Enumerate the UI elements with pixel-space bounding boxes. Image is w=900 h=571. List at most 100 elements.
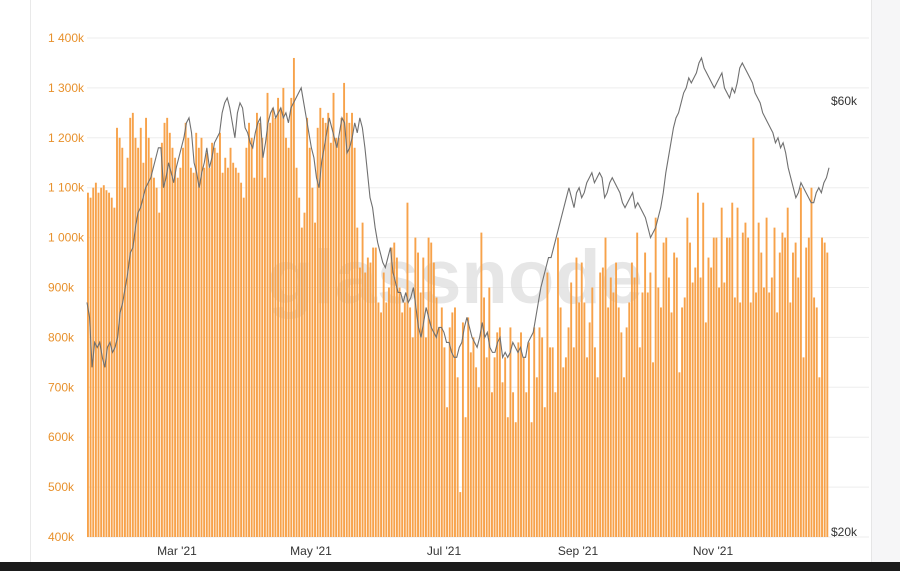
bar (501, 382, 504, 537)
bar (720, 207, 723, 537)
bar (150, 157, 153, 537)
bar (472, 337, 475, 537)
bar (171, 147, 174, 537)
bar (794, 242, 797, 537)
bar (512, 392, 515, 537)
bar (784, 237, 787, 537)
bar (699, 277, 702, 537)
bar (549, 347, 551, 537)
bar (805, 247, 808, 537)
bar (208, 167, 211, 538)
bar (121, 147, 124, 537)
bar (575, 257, 578, 537)
bar (253, 177, 256, 537)
bar (570, 282, 573, 537)
bar (475, 367, 478, 537)
bar (607, 307, 610, 537)
x-tick-label: Sep '21 (558, 544, 599, 558)
bar (147, 137, 150, 538)
bar (665, 237, 668, 537)
bar (261, 137, 264, 538)
bar (388, 287, 390, 537)
bar (422, 257, 425, 537)
bar (733, 297, 736, 537)
bar (694, 267, 697, 537)
bar (596, 377, 599, 537)
bar (583, 302, 586, 537)
bar (781, 232, 784, 538)
bar (205, 152, 208, 537)
bar (372, 247, 375, 537)
bar (506, 417, 509, 537)
bar (232, 162, 235, 537)
bar (755, 292, 757, 537)
bar (454, 307, 456, 537)
bar (620, 332, 623, 537)
bar (100, 187, 103, 537)
bar (443, 347, 446, 537)
bar (496, 332, 499, 537)
bar (366, 257, 369, 537)
bar (652, 362, 654, 537)
bar (493, 357, 496, 537)
bar (630, 262, 633, 537)
bar (110, 197, 113, 537)
bar (131, 112, 134, 537)
x-tick-label: Nov '21 (693, 544, 734, 558)
bar (229, 147, 232, 537)
bar (615, 262, 618, 537)
bar (792, 252, 794, 537)
bar (87, 192, 89, 537)
bar (361, 222, 364, 537)
bar (675, 257, 678, 537)
bar (712, 237, 715, 537)
bar (509, 327, 512, 537)
bar (97, 192, 100, 537)
bar (237, 172, 240, 538)
bar (802, 357, 805, 537)
y-right-tick-label: $60k (831, 94, 858, 108)
bar (176, 177, 179, 537)
bar (256, 112, 258, 537)
bar (773, 227, 776, 537)
y-left-tick-label: 1 200k (48, 131, 85, 145)
bar (192, 172, 195, 538)
bar (395, 257, 398, 537)
bar (248, 122, 250, 537)
bar (343, 82, 346, 537)
bar (696, 192, 699, 537)
bar (335, 137, 338, 538)
bar (337, 137, 340, 538)
bar (158, 212, 161, 537)
bar (813, 297, 816, 537)
y-left-tick-label: 1 300k (48, 81, 85, 95)
right-panel-edge (871, 0, 900, 571)
bar (535, 377, 538, 537)
bar (113, 207, 116, 537)
bar (292, 57, 295, 538)
bar (287, 147, 290, 537)
bar (633, 277, 636, 537)
bar (525, 392, 528, 537)
bar (398, 287, 401, 537)
bar (477, 387, 480, 537)
bar (316, 127, 319, 537)
bar (726, 237, 728, 537)
bar (89, 197, 92, 537)
bar (681, 307, 684, 537)
bar (263, 177, 266, 537)
bar (459, 492, 462, 537)
bar (290, 97, 293, 537)
bar (390, 247, 393, 537)
bar (438, 327, 441, 537)
bar (197, 147, 200, 537)
bar (768, 292, 771, 537)
bar (118, 137, 121, 538)
bar (572, 347, 575, 537)
bar (221, 172, 224, 538)
bar (543, 407, 546, 537)
bar (504, 357, 507, 537)
bar (799, 187, 802, 537)
bar (269, 122, 272, 537)
bar (546, 272, 549, 537)
